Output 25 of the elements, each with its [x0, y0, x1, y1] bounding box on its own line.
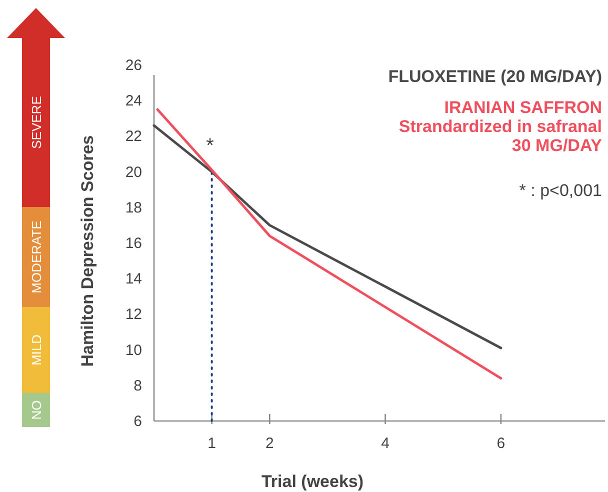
- y-tick-label: 8: [134, 377, 142, 394]
- text: MODERATE: [29, 220, 44, 294]
- text: MILD: [29, 334, 44, 366]
- y-tick-label: 6: [134, 413, 142, 430]
- x-tick-label: 4: [381, 435, 390, 452]
- y-tick-label: 26: [125, 57, 142, 74]
- y-axis-title: Hamilton Depression Scores: [78, 135, 97, 367]
- y-tick-label: 18: [125, 199, 142, 216]
- text: NO: [29, 400, 44, 420]
- x-tick-label: 2: [265, 435, 274, 452]
- y-tick-label: 24: [125, 92, 142, 110]
- annotation: *: [206, 135, 214, 157]
- y-tick-label: 22: [125, 128, 142, 146]
- y-tick-label: 20: [125, 164, 142, 181]
- text: SEVERE: [29, 96, 44, 149]
- y-tick-label: 10: [125, 342, 142, 359]
- x-tick-label: 6: [496, 435, 506, 452]
- text: IRANIAN SAFFRON Strandardized in safranal 30 MG/DAY: [398, 98, 603, 155]
- y-tick-label: 16: [125, 235, 142, 252]
- y-tick-label: 12: [125, 306, 142, 324]
- text: FLUOXETINE (20 MG/DAY): [388, 67, 602, 86]
- x-tick-label: 1: [208, 435, 216, 452]
- x-axis-title: Trial (weeks): [261, 472, 364, 491]
- y-tick-label: 14: [125, 270, 142, 288]
- annotation: * : p<0,001: [519, 181, 602, 200]
